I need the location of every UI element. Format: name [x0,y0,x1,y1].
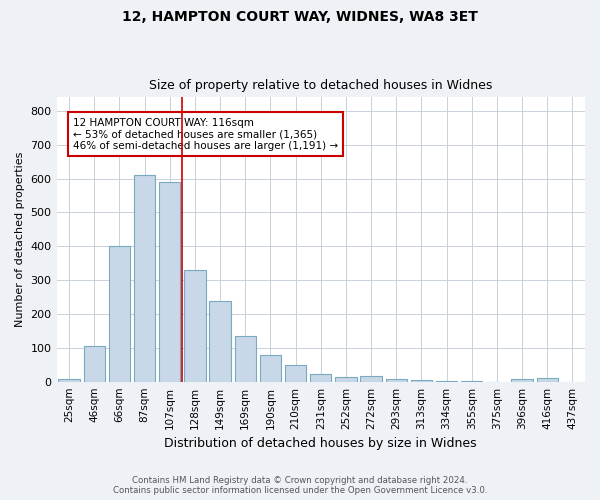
Title: Size of property relative to detached houses in Widnes: Size of property relative to detached ho… [149,79,493,92]
Text: 12 HAMPTON COURT WAY: 116sqm
← 53% of detached houses are smaller (1,365)
46% of: 12 HAMPTON COURT WAY: 116sqm ← 53% of de… [73,118,338,151]
Bar [436,380,457,382]
Text: 12, HAMPTON COURT WAY, WIDNES, WA8 3ET: 12, HAMPTON COURT WAY, WIDNES, WA8 3ET [122,10,478,24]
Bar [386,379,407,382]
Bar [209,302,231,382]
Bar [83,346,105,382]
Bar [184,270,206,382]
Bar [235,336,256,382]
Bar [159,182,181,382]
Bar [536,378,558,382]
Bar [361,376,382,382]
Bar [134,175,155,382]
Bar [58,379,80,382]
Bar [411,380,432,382]
Y-axis label: Number of detached properties: Number of detached properties [15,152,25,327]
Bar [511,379,533,382]
Text: Contains HM Land Registry data © Crown copyright and database right 2024.
Contai: Contains HM Land Registry data © Crown c… [113,476,487,495]
Bar [109,246,130,382]
Bar [260,356,281,382]
X-axis label: Distribution of detached houses by size in Widnes: Distribution of detached houses by size … [164,437,477,450]
Bar [335,376,356,382]
Bar [310,374,331,382]
Bar [285,365,307,382]
